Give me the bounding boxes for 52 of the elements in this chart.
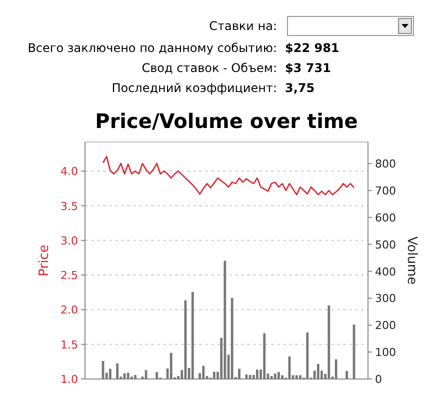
bar [278,372,280,379]
line-series [102,156,355,196]
bar [230,298,234,379]
y-tick-label: 2.5 [60,269,78,282]
bar [116,363,119,379]
chart-title: Price/Volume over time [95,109,358,133]
y-tick-label: 3.5 [60,200,78,213]
text: Всего заключено по данному событию: [28,41,277,55]
bar [346,370,348,379]
text: Последний коэффициент: [112,81,277,95]
y2-tick-label: 800 [375,158,396,171]
bar [191,292,194,379]
bar [245,374,248,379]
bar [256,370,258,379]
y2-tick-label: 0 [375,373,382,386]
y2-tick-label: 400 [375,265,396,278]
y2-tick-label: 300 [375,292,396,306]
bar [108,368,112,379]
bar [170,352,172,379]
y2-tick-label: 500 [375,238,396,252]
bar [316,364,320,379]
bar [306,332,309,379]
y-tick-label: 2.0 [60,304,78,317]
y2-tick-label: 100 [375,346,396,360]
y-tick-label: 1.5 [60,338,78,352]
bar [274,374,276,379]
text: 3,75 [285,81,315,95]
y-tick-label: 4.0 [60,165,78,178]
bar [328,305,330,379]
bar [202,366,205,379]
text: Свод ставок - Объем: [142,61,277,75]
y2-axis-title: Volume [404,236,419,285]
y-tick-label: 1.0 [60,373,78,386]
bar [299,375,302,379]
bar [224,260,226,379]
text: $22 981 [285,41,340,55]
bar [238,368,240,379]
bar [134,374,136,379]
bar [126,372,130,379]
bar [281,375,284,379]
bar [263,333,266,379]
y2-tick-label: 700 [375,184,396,198]
text: Ставки на: [209,19,277,33]
y-axis-title: Price [37,244,52,276]
bar [156,372,158,379]
y-tick-label: 3.0 [60,234,78,248]
y2-tick-label: 600 [375,211,396,224]
bar [212,372,216,379]
bar [295,375,298,379]
text: $3 731 [285,61,331,75]
bar [334,359,338,379]
y2-tick-label: 200 [375,319,396,332]
